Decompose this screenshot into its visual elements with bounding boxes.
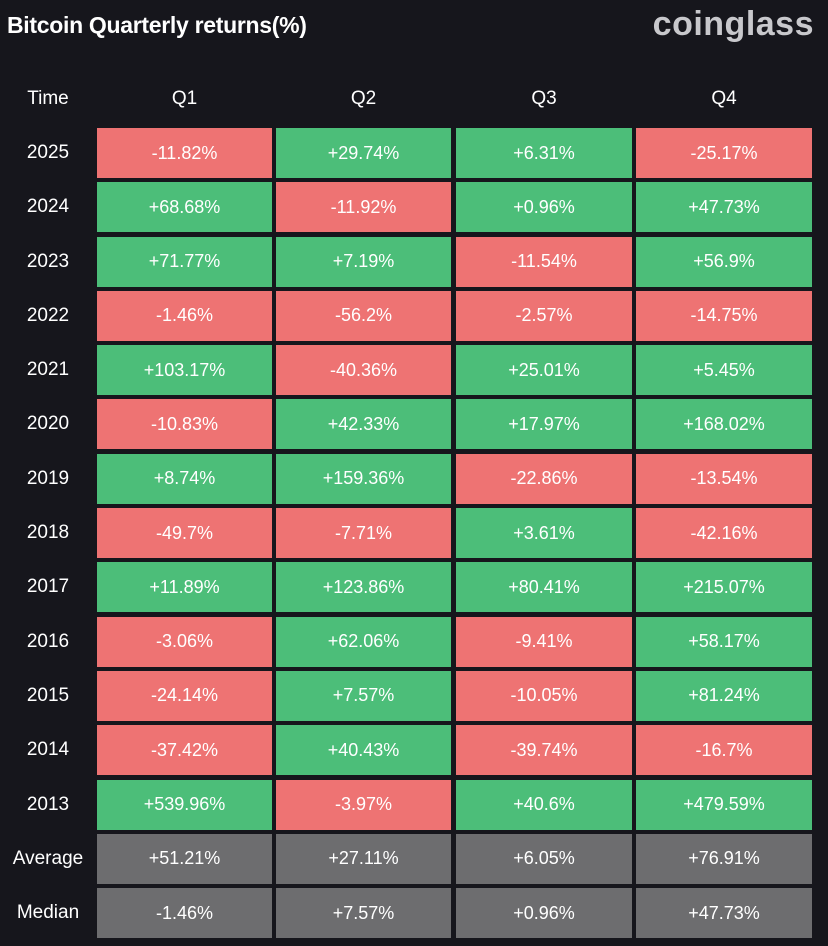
table-row: 2016 -3.06% +62.06% -9.41% +58.17% [0, 615, 828, 669]
return-cell: -10.05% [456, 670, 632, 721]
return-cell: -39.74% [456, 725, 632, 776]
return-cell: +42.33% [276, 399, 451, 450]
return-cell: +40.43% [276, 725, 451, 776]
row-label: 2025 [26, 142, 70, 163]
column-header-q1: Q1 [171, 88, 198, 109]
return-cell: -56.2% [276, 290, 451, 341]
return-cell: +123.86% [276, 562, 451, 613]
column-header-q4: Q4 [711, 88, 737, 109]
return-cell: -1.46% [97, 290, 272, 341]
row-label: 2018 [26, 522, 70, 544]
row-label: 2014 [26, 739, 70, 761]
table-row: 2025 -11.82% +29.74% +6.31% -25.17% [0, 126, 828, 180]
return-cell: -22.86% [456, 453, 632, 504]
column-header-q3: Q3 [531, 88, 557, 109]
return-cell: +479.59% [636, 779, 812, 830]
return-cell: +6.31% [456, 128, 632, 178]
return-cell: -7.71% [276, 508, 451, 559]
summary-cell: +76.91% [636, 833, 812, 884]
table-row: 2015 -24.14% +7.57% -10.05% +81.24% [0, 669, 828, 723]
return-cell: +5.45% [636, 345, 812, 396]
summary-row: Median -1.46% +7.57% +0.96% +47.73% [0, 886, 828, 940]
return-cell: +103.17% [97, 345, 272, 396]
return-cell: -11.82% [97, 128, 272, 178]
row-label: Median [16, 902, 80, 924]
table-row: 2017 +11.89% +123.86% +80.41% +215.07% [0, 560, 828, 614]
table-row: 2019 +8.74% +159.36% -22.86% -13.54% [0, 452, 828, 506]
return-cell: +168.02% [636, 399, 812, 450]
summary-cell: +0.96% [456, 888, 632, 939]
return-cell: -25.17% [636, 128, 812, 178]
row-label: 2021 [26, 359, 70, 381]
chart-title: Bitcoin Quarterly returns(%) [7, 12, 307, 38]
return-cell: -24.14% [97, 670, 272, 721]
return-cell: -14.75% [636, 290, 812, 341]
row-label: 2024 [26, 196, 70, 218]
return-cell: +159.36% [276, 453, 451, 504]
column-header-time: Time [27, 88, 69, 109]
return-cell: -13.54% [636, 453, 812, 504]
return-cell: +40.6% [456, 779, 632, 830]
row-label: 2017 [26, 576, 70, 598]
return-cell: -37.42% [97, 725, 272, 776]
return-cell: -3.97% [276, 779, 451, 830]
table-row: 2023 +71.77% +7.19% -11.54% +56.9% [0, 235, 828, 289]
return-cell: +81.24% [636, 670, 812, 721]
summary-row: Average +51.21% +27.11% +6.05% +76.91% [0, 832, 828, 886]
return-cell: +56.9% [636, 236, 812, 287]
row-label: Average [12, 847, 84, 869]
brand-logo: coinglass [652, 5, 814, 43]
row-label: 2016 [26, 630, 70, 652]
return-cell: -10.83% [97, 399, 272, 450]
table-row: 2021 +103.17% -40.36% +25.01% +5.45% [0, 343, 828, 397]
row-label: 2013 [26, 793, 70, 815]
row-label: 2015 [26, 684, 70, 706]
row-label: 2020 [26, 413, 70, 435]
summary-cell: +51.21% [97, 833, 272, 884]
table-row: 2018 -49.7% -7.71% +3.61% -42.16% [0, 506, 828, 560]
summary-cell: +47.73% [636, 888, 812, 939]
return-cell: +47.73% [636, 182, 812, 233]
row-label: 2023 [26, 250, 70, 272]
returns-table: Time Q1 Q2 Q3 Q4 2025 -11.82% +29.74% +6.31… [0, 72, 828, 940]
column-header-q2: Q2 [350, 88, 377, 109]
summary-cell: +27.11% [276, 833, 451, 884]
summary-cell: -1.46% [97, 888, 272, 939]
return-cell: +11.89% [97, 562, 272, 613]
return-cell: +29.74% [276, 128, 451, 178]
return-cell: +7.19% [276, 236, 451, 287]
return-cell: -9.41% [456, 616, 632, 667]
return-cell: -2.57% [456, 290, 632, 341]
row-label: 2019 [26, 467, 70, 489]
return-cell: -11.54% [456, 236, 632, 287]
return-cell: +62.06% [276, 616, 451, 667]
return-cell: +68.68% [97, 182, 272, 233]
return-cell: -49.7% [97, 508, 272, 559]
row-label: 2022 [26, 304, 70, 326]
table-row: 2022 -1.46% -56.2% -2.57% -14.75% [0, 289, 828, 343]
return-cell: -40.36% [276, 345, 451, 396]
return-cell: +0.96% [456, 182, 632, 233]
return-cell: -16.7% [636, 725, 812, 776]
table-row: 2013 +539.96% -3.97% +40.6% +479.59% [0, 778, 828, 832]
return-cell: +539.96% [97, 779, 272, 830]
return-cell: -11.92% [276, 182, 451, 233]
table-row: 2024 +68.68% -11.92% +0.96% +47.73% [0, 180, 828, 234]
table-row: 2020 -10.83% +42.33% +17.97% +168.02% [0, 397, 828, 451]
summary-cell: +6.05% [456, 833, 632, 884]
return-cell: +71.77% [97, 236, 272, 287]
return-cell: +80.41% [456, 562, 632, 613]
return-cell: +17.97% [456, 399, 632, 450]
return-cell: +215.07% [636, 562, 812, 613]
return-cell: +3.61% [456, 508, 632, 559]
return-cell: +25.01% [456, 345, 632, 396]
header-row: Time Q1 Q2 Q3 Q4 [0, 72, 828, 126]
return-cell: +8.74% [97, 453, 272, 504]
return-cell: -42.16% [636, 508, 812, 559]
return-cell: +58.17% [636, 616, 812, 667]
return-cell: +7.57% [276, 670, 451, 721]
table-row: 2014 -37.42% +40.43% -39.74% -16.7% [0, 723, 828, 777]
summary-cell: +7.57% [276, 888, 451, 939]
return-cell: -3.06% [97, 616, 272, 667]
